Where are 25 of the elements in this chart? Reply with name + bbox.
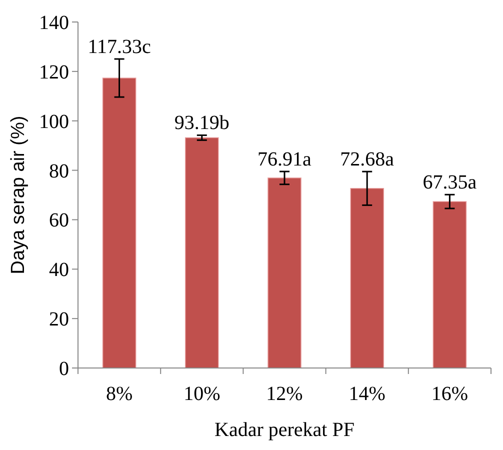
- x-tick-label: 8%: [106, 383, 133, 405]
- y-axis-title: Daya serap air (%): [8, 116, 29, 274]
- data-label: 76.91a: [258, 148, 312, 170]
- y-tick-label: 0: [59, 358, 69, 380]
- bar: [432, 201, 467, 368]
- y-tick-label: 140: [39, 12, 69, 34]
- y-tick-label: 100: [39, 110, 69, 133]
- y-tick-label: 40: [49, 259, 69, 282]
- data-label: 117.33c: [88, 36, 151, 58]
- y-tick-label: 60: [49, 210, 69, 232]
- x-tick-label: 12%: [266, 383, 303, 405]
- y-tick-label: 120: [39, 61, 69, 84]
- bar: [268, 178, 302, 368]
- x-axis-title: Kadar perekat PF: [214, 419, 354, 441]
- data-label: 67.35a: [422, 172, 477, 194]
- x-tick-label: 16%: [431, 383, 468, 405]
- y-tick-label: 80: [49, 160, 69, 182]
- y-tick-label: 20: [49, 308, 69, 331]
- bar: [102, 78, 136, 368]
- x-tick-label: 14%: [348, 383, 386, 405]
- data-label: 93.19b: [174, 112, 230, 134]
- bar: [184, 137, 219, 368]
- bar: [350, 188, 384, 368]
- data-label: 72.68a: [340, 148, 394, 171]
- x-tick-label: 10%: [184, 383, 220, 405]
